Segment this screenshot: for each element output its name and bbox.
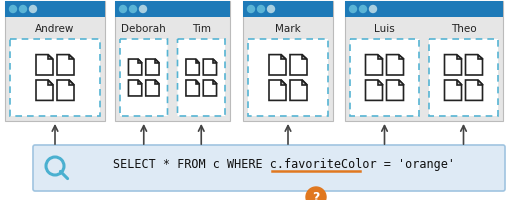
Circle shape <box>140 6 146 13</box>
Circle shape <box>19 6 26 13</box>
Polygon shape <box>48 81 53 85</box>
Text: Deborah: Deborah <box>121 24 166 34</box>
Polygon shape <box>196 60 199 63</box>
Circle shape <box>268 6 274 13</box>
Text: Theo: Theo <box>451 24 477 34</box>
Polygon shape <box>378 81 383 85</box>
Polygon shape <box>399 81 403 85</box>
Polygon shape <box>36 55 53 76</box>
Bar <box>5 2 105 121</box>
Polygon shape <box>129 81 142 96</box>
Polygon shape <box>203 60 216 76</box>
Circle shape <box>29 6 37 13</box>
Bar <box>115 2 230 18</box>
Polygon shape <box>269 55 286 76</box>
Polygon shape <box>378 55 383 60</box>
Polygon shape <box>57 55 74 76</box>
Polygon shape <box>213 81 216 84</box>
Polygon shape <box>302 55 307 60</box>
Polygon shape <box>444 55 461 76</box>
Polygon shape <box>155 60 159 63</box>
Polygon shape <box>269 81 286 101</box>
Polygon shape <box>302 81 307 85</box>
Polygon shape <box>444 81 461 101</box>
Text: Tim: Tim <box>192 24 211 34</box>
Bar <box>345 2 503 121</box>
Text: Andrew: Andrew <box>36 24 75 34</box>
Polygon shape <box>478 55 483 60</box>
Text: Mark: Mark <box>275 24 301 34</box>
Polygon shape <box>196 81 199 84</box>
Polygon shape <box>457 81 461 85</box>
Circle shape <box>360 6 366 13</box>
Polygon shape <box>387 81 403 101</box>
Polygon shape <box>213 60 216 63</box>
Polygon shape <box>146 81 159 96</box>
FancyBboxPatch shape <box>120 40 168 116</box>
Polygon shape <box>290 81 307 101</box>
Polygon shape <box>155 81 159 84</box>
Polygon shape <box>290 55 307 76</box>
Polygon shape <box>69 81 74 85</box>
Polygon shape <box>365 81 383 101</box>
Circle shape <box>247 6 255 13</box>
Circle shape <box>130 6 137 13</box>
Polygon shape <box>186 60 199 76</box>
Polygon shape <box>281 55 286 60</box>
Text: ?: ? <box>312 191 320 200</box>
FancyBboxPatch shape <box>350 40 419 116</box>
Polygon shape <box>457 55 461 60</box>
Polygon shape <box>57 81 74 101</box>
Polygon shape <box>36 81 53 101</box>
Polygon shape <box>399 55 403 60</box>
Polygon shape <box>465 81 483 101</box>
Text: Luis: Luis <box>374 24 395 34</box>
Polygon shape <box>69 55 74 60</box>
Circle shape <box>369 6 376 13</box>
Polygon shape <box>203 81 216 96</box>
Polygon shape <box>365 55 383 76</box>
Polygon shape <box>146 60 159 76</box>
Bar <box>5 2 105 18</box>
Bar <box>243 2 333 121</box>
Polygon shape <box>465 55 483 76</box>
Polygon shape <box>186 81 199 96</box>
FancyBboxPatch shape <box>248 40 328 116</box>
Polygon shape <box>281 81 286 85</box>
FancyBboxPatch shape <box>33 145 505 191</box>
Bar <box>345 2 503 18</box>
FancyBboxPatch shape <box>10 40 100 116</box>
Circle shape <box>119 6 126 13</box>
Circle shape <box>10 6 16 13</box>
Circle shape <box>258 6 265 13</box>
FancyBboxPatch shape <box>429 40 498 116</box>
Polygon shape <box>478 81 483 85</box>
Text: SELECT * FROM c WHERE c.favoriteColor = 'orange': SELECT * FROM c WHERE c.favoriteColor = … <box>113 158 455 171</box>
Polygon shape <box>48 55 53 60</box>
Bar <box>243 2 333 18</box>
Polygon shape <box>138 81 142 84</box>
Circle shape <box>306 187 326 200</box>
Bar <box>115 2 230 121</box>
Polygon shape <box>387 55 403 76</box>
Circle shape <box>350 6 357 13</box>
Polygon shape <box>129 60 142 76</box>
Polygon shape <box>138 60 142 63</box>
FancyBboxPatch shape <box>177 40 225 116</box>
